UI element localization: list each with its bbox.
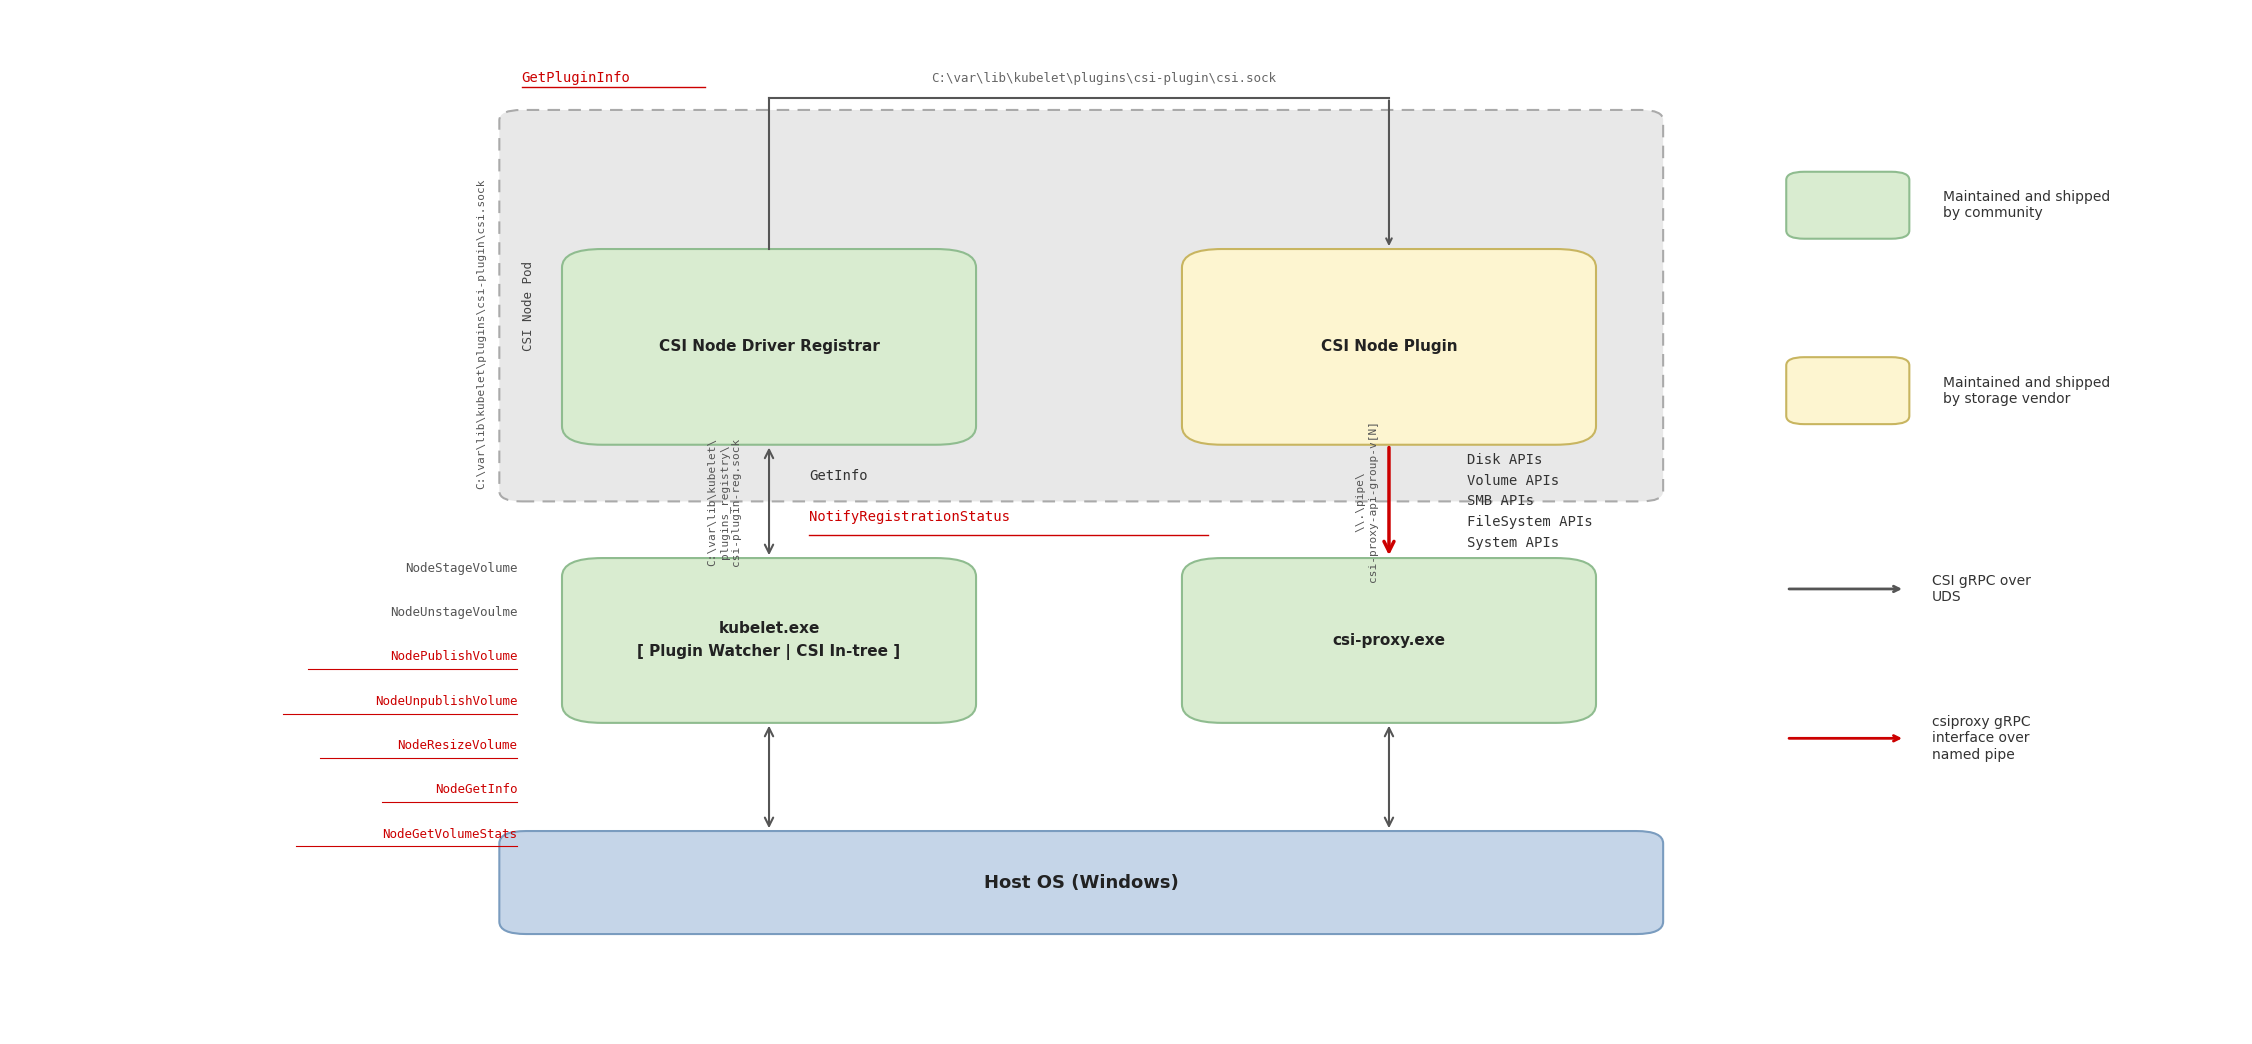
Text: C:\var\lib\kubelet\plugins\csi-plugin\csi.sock: C:\var\lib\kubelet\plugins\csi-plugin\cs… bbox=[477, 179, 486, 490]
Text: NodeUnpublishVolume: NodeUnpublishVolume bbox=[374, 694, 518, 708]
Text: CSI Node Plugin: CSI Node Plugin bbox=[1320, 339, 1457, 354]
Text: NodeResizeVolume: NodeResizeVolume bbox=[396, 739, 518, 752]
Text: Disk APIs
Volume APIs
SMB APIs
FileSystem APIs
System APIs: Disk APIs Volume APIs SMB APIs FileSyste… bbox=[1468, 453, 1592, 549]
Text: kubelet.exe
[ Plugin Watcher | CSI In-tree ]: kubelet.exe [ Plugin Watcher | CSI In-tr… bbox=[637, 621, 901, 660]
FancyBboxPatch shape bbox=[563, 250, 975, 445]
FancyBboxPatch shape bbox=[563, 559, 975, 722]
Text: csiproxy gRPC
interface over
named pipe: csiproxy gRPC interface over named pipe bbox=[1932, 715, 2031, 761]
FancyBboxPatch shape bbox=[1786, 172, 1910, 239]
FancyBboxPatch shape bbox=[500, 831, 1664, 934]
FancyBboxPatch shape bbox=[1182, 559, 1597, 722]
FancyBboxPatch shape bbox=[500, 110, 1664, 501]
Text: \\.\pipe\
csi-proxy-api-group-v[N]: \\.\pipe\ csi-proxy-api-group-v[N] bbox=[1356, 421, 1378, 583]
Text: CSI Node Driver Registrar: CSI Node Driver Registrar bbox=[658, 339, 881, 354]
Text: CSI Node Pod: CSI Node Pod bbox=[522, 261, 536, 351]
Text: Maintained and shipped
by community: Maintained and shipped by community bbox=[1943, 190, 2110, 220]
Text: C:\var\lib\kubelet\
plugins_registry\
csi-plugin-reg.sock: C:\var\lib\kubelet\ plugins_registry\ cs… bbox=[707, 437, 741, 566]
Text: NodePublishVolume: NodePublishVolume bbox=[390, 650, 518, 663]
Text: GetInfo: GetInfo bbox=[808, 469, 867, 482]
Text: NodeStageVolume: NodeStageVolume bbox=[405, 562, 518, 575]
FancyBboxPatch shape bbox=[1182, 250, 1597, 445]
Text: Host OS (Windows): Host OS (Windows) bbox=[984, 874, 1178, 892]
FancyBboxPatch shape bbox=[1786, 357, 1910, 424]
Text: NodeGetInfo: NodeGetInfo bbox=[435, 783, 518, 797]
Text: NodeGetVolumeStats: NodeGetVolumeStats bbox=[383, 828, 518, 840]
Text: NodeUnstageVoulme: NodeUnstageVoulme bbox=[390, 607, 518, 619]
Text: NotifyRegistrationStatus: NotifyRegistrationStatus bbox=[808, 509, 1011, 524]
Text: GetPluginInfo: GetPluginInfo bbox=[522, 71, 631, 86]
Text: Maintained and shipped
by storage vendor: Maintained and shipped by storage vendor bbox=[1943, 376, 2110, 406]
Text: C:\var\lib\kubelet\plugins\csi-plugin\csi.sock: C:\var\lib\kubelet\plugins\csi-plugin\cs… bbox=[930, 72, 1277, 86]
Text: CSI gRPC over
UDS: CSI gRPC over UDS bbox=[1932, 574, 2031, 604]
Text: csi-proxy.exe: csi-proxy.exe bbox=[1333, 633, 1446, 648]
